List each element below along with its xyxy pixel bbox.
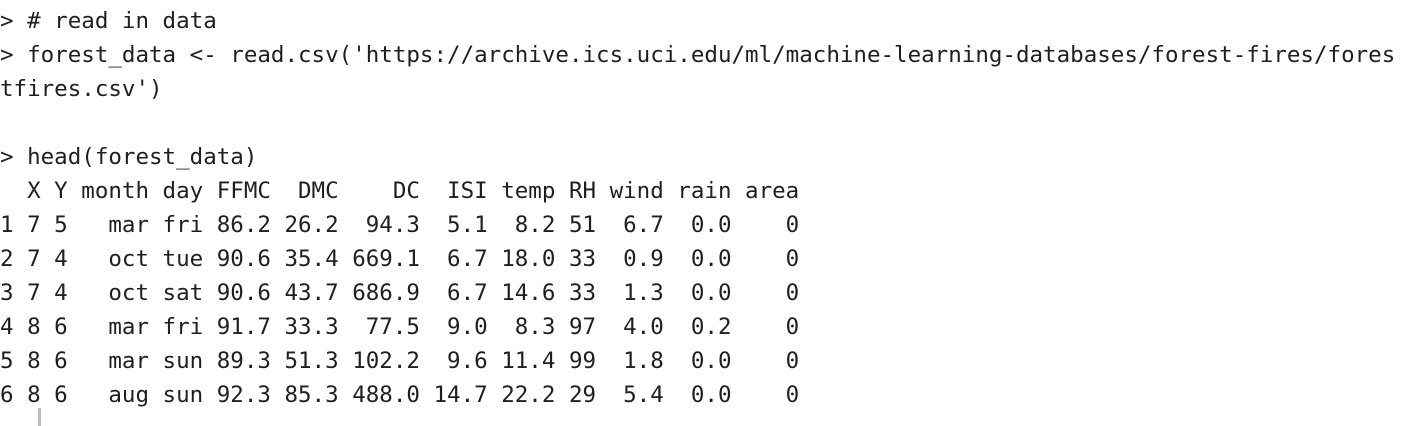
table-row: 2 7 4 oct tue 90.6 35.4 669.1 6.7 18.0 3… bbox=[0, 246, 800, 272]
comment-line: > # read in data bbox=[0, 8, 217, 34]
head-command: > head(forest_data) bbox=[0, 144, 258, 170]
read-csv-command: > forest_data <- read.csv('https://archi… bbox=[0, 42, 1396, 102]
blank-line bbox=[0, 106, 1396, 140]
table-row: 3 7 4 oct sat 90.6 43.7 686.9 6.7 14.6 3… bbox=[0, 280, 800, 306]
table-row: 1 7 5 mar fri 86.2 26.2 94.3 5.1 8.2 51 … bbox=[0, 212, 800, 238]
text-cursor bbox=[38, 408, 41, 426]
table-row: 6 8 6 aug sun 92.3 85.3 488.0 14.7 22.2 … bbox=[0, 382, 800, 408]
table-header: X Y month day FFMC DMC DC ISI temp RH wi… bbox=[0, 178, 800, 204]
table-row: 4 8 6 mar fri 91.7 33.3 77.5 9.0 8.3 97 … bbox=[0, 314, 800, 340]
table-row: 5 8 6 mar sun 89.3 51.3 102.2 9.6 11.4 9… bbox=[0, 348, 800, 374]
